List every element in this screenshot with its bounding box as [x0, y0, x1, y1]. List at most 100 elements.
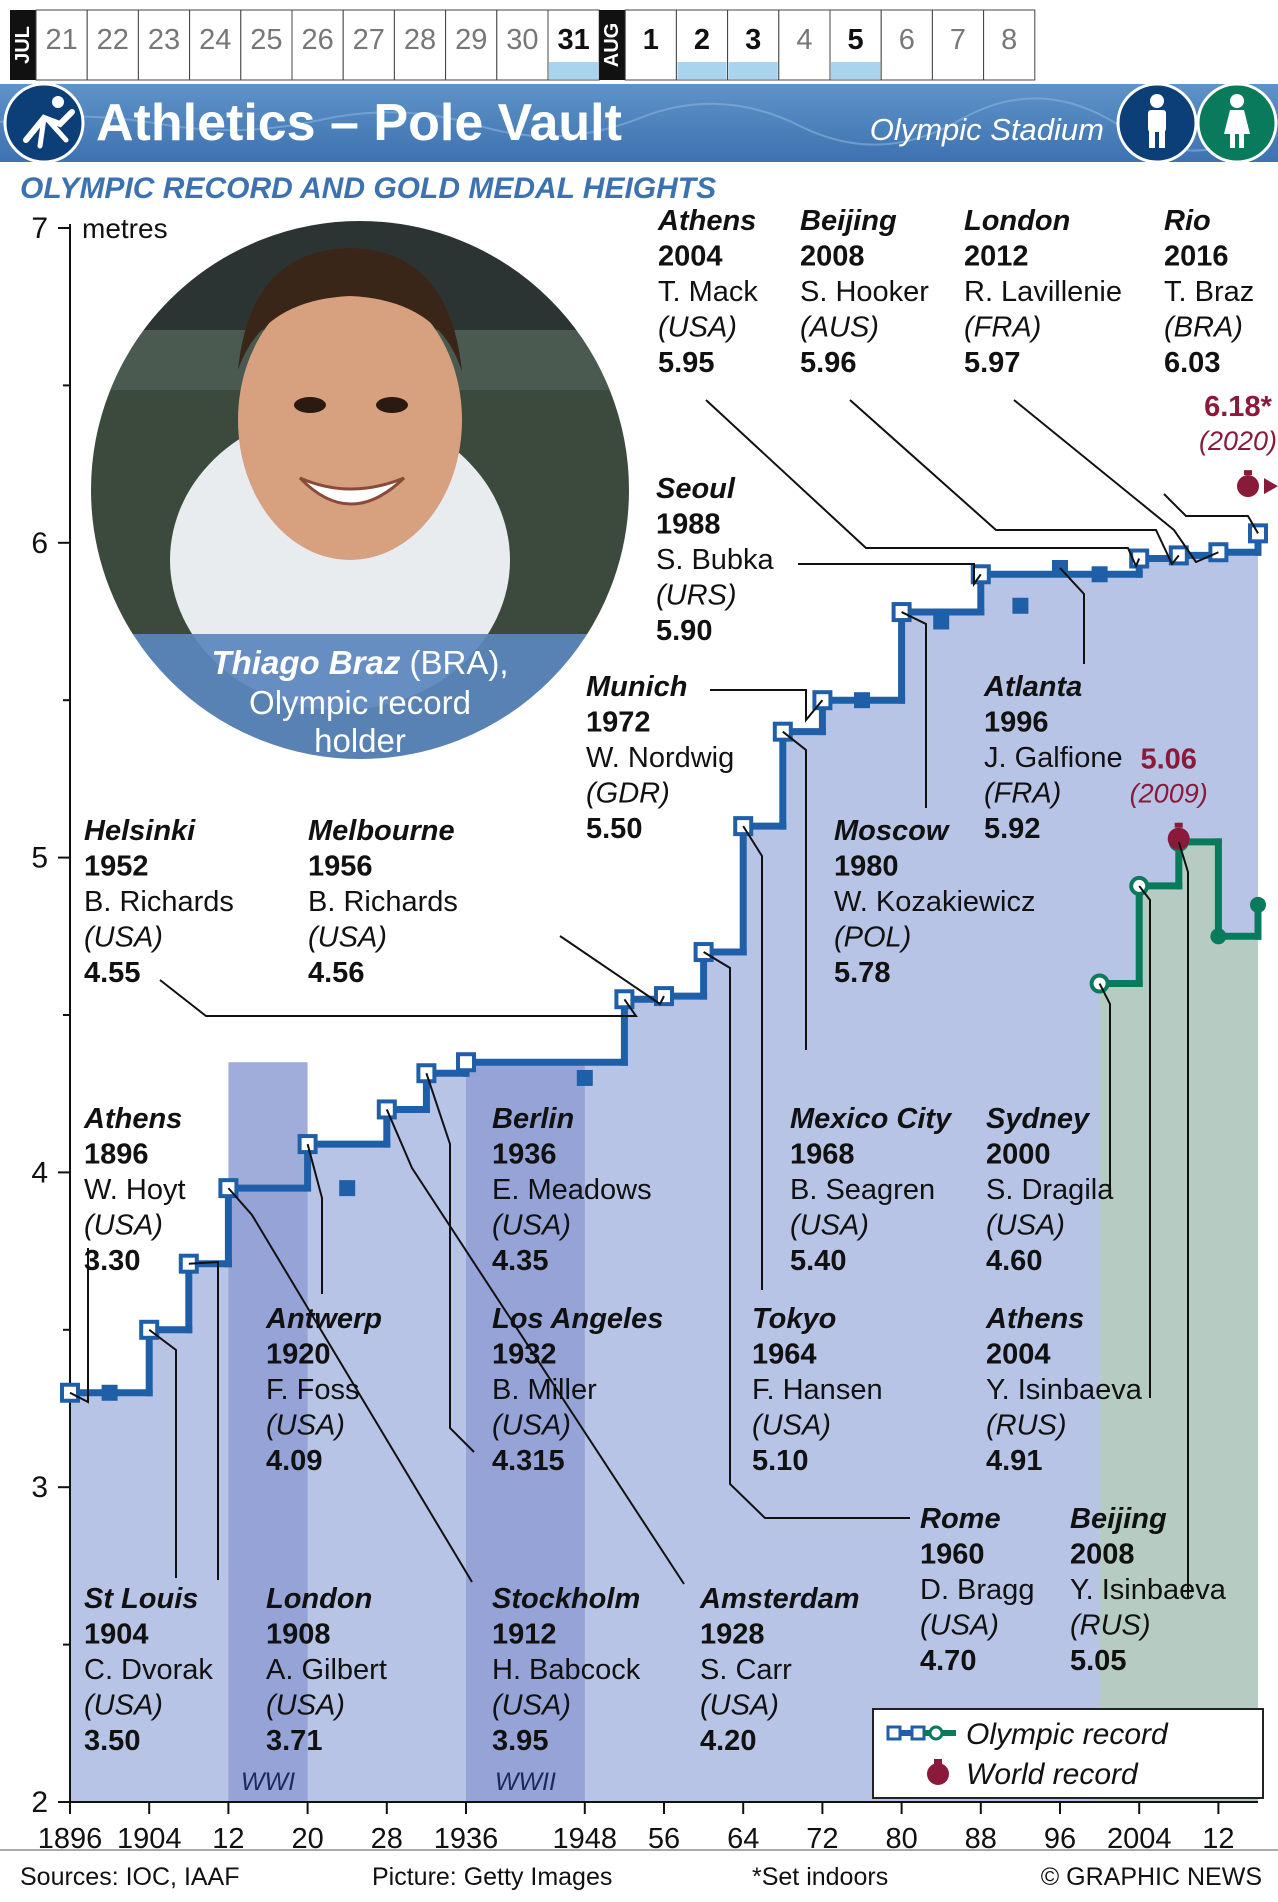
- annotation-country: (USA): [266, 1410, 345, 1442]
- annotation-athlete: D. Bragg: [920, 1574, 1034, 1606]
- y-tick-label: 7: [31, 212, 48, 245]
- calendar-day: 8: [1001, 24, 1017, 56]
- calendar-event-bar: [831, 62, 881, 79]
- chart-title: OLYMPIC RECORD AND GOLD MEDAL HEIGHTS: [20, 172, 716, 205]
- calendar-cell: [86, 9, 139, 81]
- annotation-year: 1968: [790, 1139, 855, 1171]
- annotation-athlete: H. Babcock: [492, 1654, 641, 1686]
- calendar-strip: JUL 21 22 23 24 25 26 27 28 29 30 31 AUG 1 2 3 4 5 6 7 8: [10, 9, 1036, 81]
- annotation-country: (USA): [700, 1690, 779, 1722]
- footer-sources: Sources: IOC, IAAF: [20, 1863, 240, 1891]
- annotation-athlete: F. Hansen: [752, 1374, 883, 1406]
- annotation-height: 5.92: [984, 813, 1040, 845]
- annotation-country: (AUS): [800, 312, 879, 344]
- annotation-height: 5.97: [964, 347, 1020, 379]
- annotation-athlete: E. Meadows: [492, 1174, 652, 1206]
- calendar-cell: [931, 9, 985, 81]
- annotation-leader: [188, 1260, 219, 1580]
- footer-picture: Picture: Getty Images: [372, 1863, 612, 1891]
- gold-medal-point: [933, 613, 950, 630]
- annotation-city: Tokyo: [752, 1303, 836, 1335]
- annotation-city: Moscow: [834, 815, 951, 847]
- annotation-country: (POL): [834, 922, 911, 954]
- annotation-leader: [159, 979, 638, 1017]
- annotation-height: 4.56: [308, 957, 364, 989]
- photo-caption-line3: holder: [314, 722, 406, 759]
- annotation-athlete: W. Nordwig: [586, 742, 734, 774]
- annotation-city: Seoul: [656, 473, 736, 505]
- annotation-leader: [703, 951, 910, 1519]
- annotation-athlete: T. Braz: [1164, 276, 1254, 308]
- annotation-year: 1980: [834, 851, 899, 883]
- annotation-athlete: Y. Isinbaeva: [986, 1374, 1143, 1406]
- annotation-height: 3.71: [266, 1725, 322, 1757]
- world-record-icon: [1237, 475, 1259, 498]
- legend: Olympic record World record: [872, 1708, 1264, 1799]
- calendar-event-bar: [677, 62, 727, 79]
- footer-credit: © GRAPHIC NEWS: [1041, 1863, 1262, 1891]
- annotation-height: 5.50: [586, 813, 642, 845]
- annotation-athlete: S. Dragila: [986, 1174, 1114, 1206]
- man-icon: [1116, 82, 1198, 164]
- annotation-year: 2000: [986, 1139, 1051, 1171]
- gold-medal-point: [854, 692, 870, 709]
- annotation-year: 2008: [800, 241, 865, 273]
- annotation-city: Mexico City: [790, 1103, 953, 1135]
- women-gold-point: [1250, 896, 1266, 913]
- annotation-country: (USA): [492, 1690, 571, 1722]
- annotation-height: 4.70: [920, 1645, 976, 1677]
- annotation-year: 1912: [492, 1619, 557, 1651]
- annotation-leader: [1059, 567, 1085, 664]
- annotation-country: (USA): [492, 1410, 571, 1442]
- annotation-height: 3.50: [84, 1725, 140, 1757]
- annotation-leader: [1013, 399, 1219, 564]
- annotation-year: 1956: [308, 851, 373, 883]
- annotation-year: 2004: [658, 241, 723, 273]
- annotation-height: 4.55: [84, 957, 140, 989]
- annotation-height: 4.315: [492, 1445, 565, 1477]
- calendar-cell: [137, 9, 191, 81]
- annotation-year: 2008: [1070, 1539, 1135, 1571]
- annotation-country: (USA): [492, 1210, 571, 1242]
- annotation-leader: [1163, 493, 1259, 534]
- venue-label: Olympic Stadium: [870, 112, 1104, 147]
- pole-vault-pictogram-icon: [3, 82, 85, 164]
- annotation-year: 1960: [920, 1539, 985, 1571]
- annotation-athlete: C. Dvorak: [84, 1654, 213, 1686]
- annotation-leader: [1177, 841, 1189, 1598]
- annotation-athlete: F. Foss: [266, 1374, 359, 1406]
- annotation-leader: [901, 611, 927, 808]
- athlete-photo: Thiago Braz (BRA), Olympic record holder: [89, 219, 631, 761]
- annotation-height: 4.20: [700, 1725, 756, 1757]
- calendar-day: 4: [796, 24, 812, 56]
- month-label-aug: AUG: [601, 23, 623, 67]
- annotation-athlete: S. Bubka: [656, 544, 775, 576]
- annotation-height: 5.96: [800, 347, 856, 379]
- page-title: Athletics – Pole Vault: [96, 94, 622, 152]
- annotation-leader: [798, 563, 982, 588]
- annotation-country: (USA): [920, 1610, 999, 1642]
- annotation-year: 1904: [84, 1619, 149, 1651]
- annotation-year: 1964: [752, 1339, 817, 1371]
- annotation-height: 3.30: [84, 1245, 140, 1277]
- annotation-athlete: W. Hoyt: [84, 1174, 186, 1206]
- calendar-cell: [445, 9, 498, 81]
- annotation-athlete: T. Mack: [658, 276, 758, 308]
- annotation-leader: [782, 730, 807, 1050]
- annotation-athlete: A. Gilbert: [266, 1654, 387, 1686]
- annotation-country: (URS): [656, 580, 737, 612]
- calendar-cell: [393, 9, 447, 81]
- annotation-city: Atlanta: [983, 671, 1082, 703]
- annotation-leader: [742, 825, 763, 1290]
- world-record-icon-crown: [1174, 822, 1183, 828]
- annotation-year: 1896: [84, 1139, 149, 1171]
- annotation-leader: [849, 399, 1180, 566]
- annotation-city: Rome: [920, 1503, 1001, 1535]
- annotation-height: 4.35: [492, 1245, 548, 1277]
- calendar-day: 31: [557, 24, 589, 56]
- world-record-year: (2009): [1130, 779, 1208, 809]
- annotation-athlete: J. Galfione: [984, 742, 1123, 774]
- annotation-height: 5.05: [1070, 1645, 1126, 1677]
